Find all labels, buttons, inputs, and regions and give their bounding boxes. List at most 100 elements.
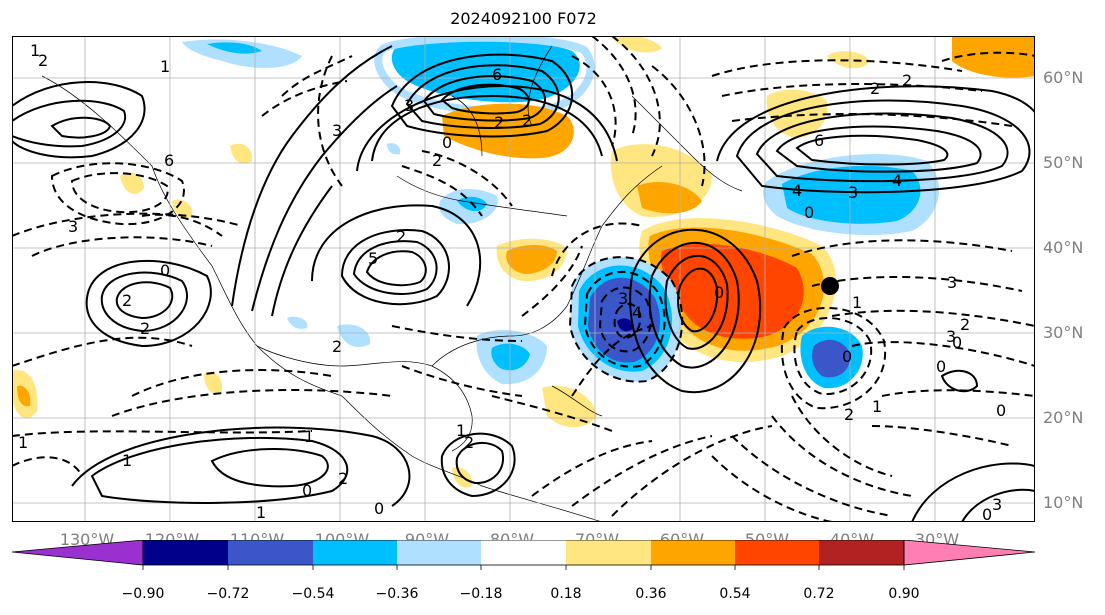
lat-label-30n: 30°N bbox=[1043, 323, 1084, 342]
contour-label: 6 bbox=[492, 65, 502, 84]
contour-label: 1 bbox=[304, 427, 314, 446]
contour-label: 2 bbox=[494, 113, 504, 132]
contour-label: 3 bbox=[404, 96, 414, 115]
contour-label: 2 bbox=[870, 79, 880, 98]
anomaly-region bbox=[17, 385, 31, 407]
contour-label: 2 bbox=[332, 337, 342, 356]
contour-label: 1 bbox=[18, 433, 28, 452]
anomaly-region bbox=[506, 245, 557, 274]
weather-map: 1 2 1 6 2 3 6 3 4 2 0 3 6 2 2 4 3 0 3 5 … bbox=[12, 36, 1035, 522]
negative-contours bbox=[12, 36, 1035, 522]
contour-label: 0 bbox=[996, 401, 1006, 420]
contour-label: 2 bbox=[844, 405, 854, 424]
contour-label: 2 bbox=[140, 319, 150, 338]
contour-label: 0 bbox=[936, 357, 946, 376]
colorbar-tick-label: 0.36 bbox=[635, 586, 667, 602]
anomaly-region bbox=[287, 316, 308, 329]
contour-label: 3 bbox=[992, 495, 1002, 514]
contour-label: 0 bbox=[374, 499, 384, 518]
anomaly-region bbox=[827, 51, 870, 69]
anomaly-region bbox=[391, 39, 580, 103]
contour-label: 3 bbox=[946, 327, 956, 346]
anomaly-region bbox=[661, 243, 804, 339]
lat-label-10n: 10°N bbox=[1043, 493, 1084, 512]
colorbar bbox=[11, 540, 1036, 570]
colorbar-swatch bbox=[228, 540, 313, 565]
contour-label: 2 bbox=[960, 315, 970, 334]
contour-label: 0 bbox=[442, 133, 452, 152]
contour-label: 4 bbox=[792, 181, 802, 200]
colorbar-extend-high bbox=[903, 540, 1036, 566]
contour-label: 4 bbox=[892, 171, 902, 190]
anomaly-region bbox=[952, 36, 1035, 78]
contour-label: 0 bbox=[302, 481, 312, 500]
contour-label: 2 bbox=[38, 51, 48, 70]
positive-contours bbox=[12, 45, 1035, 522]
contour-label: 2 bbox=[522, 111, 532, 130]
contour-label: 6 bbox=[814, 131, 824, 150]
contour-label: 0 bbox=[160, 261, 170, 280]
anomaly-region bbox=[182, 39, 302, 68]
contour-label: 6 bbox=[164, 151, 174, 170]
contour-label: 3 bbox=[848, 183, 858, 202]
colorbar-swatch bbox=[819, 540, 904, 565]
colorbar-swatch bbox=[481, 540, 566, 565]
contour-label: 0 bbox=[804, 203, 814, 222]
map-title: 2024092100 F072 bbox=[450, 9, 597, 28]
contour-label: 2 bbox=[464, 433, 474, 452]
anomaly-region bbox=[387, 143, 401, 155]
colorbar-tick-label: −0.36 bbox=[375, 586, 419, 602]
anomaly-region bbox=[374, 36, 595, 117]
contour-label: 1 bbox=[122, 451, 132, 470]
lat-label-50n: 50°N bbox=[1043, 153, 1084, 172]
anomaly-region bbox=[230, 143, 253, 164]
contour-label: 0 bbox=[952, 333, 962, 352]
colorbar-swatch bbox=[313, 540, 397, 565]
colorbar-swatch bbox=[651, 540, 735, 565]
colorbar-tick-label: 0.72 bbox=[803, 586, 835, 602]
contour-label: 1 bbox=[456, 421, 466, 440]
lat-label-20n: 20°N bbox=[1043, 408, 1084, 427]
anomaly-region bbox=[617, 318, 634, 332]
anomaly-region bbox=[542, 385, 597, 428]
anomaly-region bbox=[120, 172, 144, 194]
contour-label: 1 bbox=[160, 57, 170, 76]
colorbar-swatch bbox=[397, 540, 481, 565]
contour-label: 0 bbox=[982, 505, 992, 522]
colorbar-swatch bbox=[735, 540, 819, 565]
anomaly-region bbox=[637, 181, 702, 214]
anomaly-region bbox=[491, 343, 530, 371]
colorbar-tick-label: −0.90 bbox=[121, 586, 165, 602]
storm-center-marker bbox=[821, 277, 839, 295]
anomaly-region bbox=[172, 199, 193, 219]
anomaly-region bbox=[612, 36, 662, 53]
contour-label: 3 bbox=[947, 273, 957, 292]
contour-label: 3 bbox=[618, 289, 628, 308]
contour-label: 5 bbox=[368, 249, 378, 268]
contour-label: 1 bbox=[256, 503, 266, 522]
anomaly-region bbox=[337, 324, 371, 347]
contour-label: 2 bbox=[338, 469, 348, 488]
contour-label: 1 bbox=[30, 41, 40, 60]
contour-label: 2 bbox=[432, 151, 442, 170]
anomaly-region bbox=[442, 103, 574, 159]
contour-label: 1 bbox=[852, 293, 862, 312]
contour-label: 2 bbox=[396, 227, 406, 246]
contour-label: 2 bbox=[122, 291, 132, 310]
contour-label: 0 bbox=[714, 283, 724, 302]
contour-label: 2 bbox=[902, 71, 912, 90]
lat-label-40n: 40°N bbox=[1043, 238, 1084, 257]
anomaly-region bbox=[204, 371, 223, 394]
colorbar-tick-label: −0.72 bbox=[206, 586, 250, 602]
colorbar-swatch bbox=[566, 540, 651, 565]
colorbar-tick-label: 0.90 bbox=[888, 586, 920, 602]
colorbar-extend-low bbox=[11, 540, 144, 566]
anomaly-region bbox=[207, 42, 262, 54]
contour-label: 1 bbox=[872, 397, 882, 416]
contour-label: 4 bbox=[632, 303, 642, 322]
anomaly-region bbox=[766, 89, 828, 138]
contour-label: 3 bbox=[332, 121, 342, 140]
lat-label-60n: 60°N bbox=[1043, 68, 1084, 87]
contour-label: 3 bbox=[68, 217, 78, 236]
contour-labels: 1 2 1 6 2 3 6 3 4 2 0 3 6 2 2 4 3 0 3 5 … bbox=[18, 41, 1006, 522]
